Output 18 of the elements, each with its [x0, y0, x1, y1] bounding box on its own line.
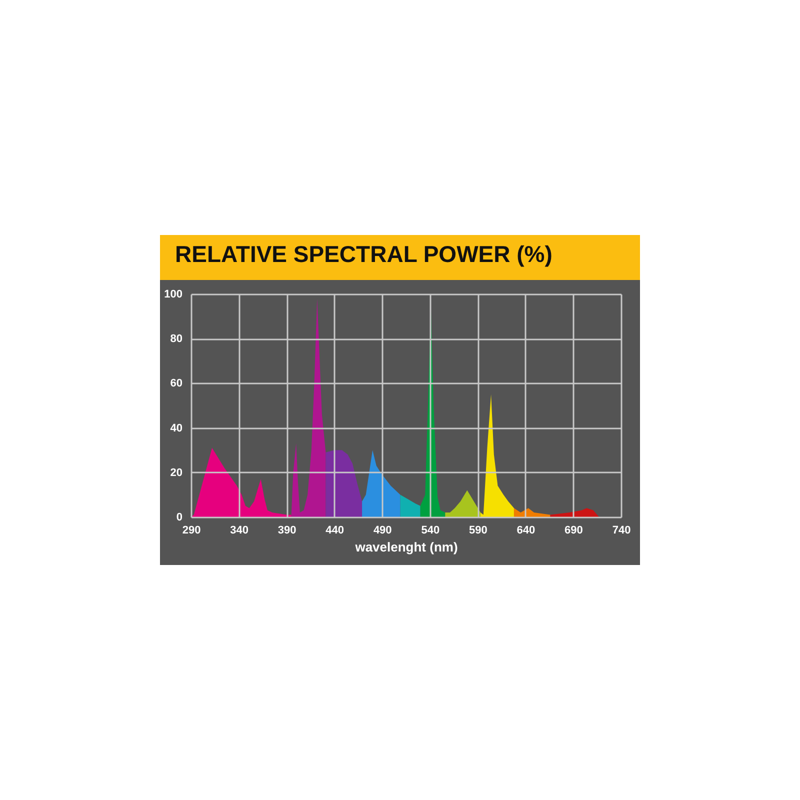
x-axis-title: wavelenght (nm)	[354, 540, 458, 554]
y-tick-label: 20	[170, 466, 182, 479]
y-tick-label: 40	[170, 422, 182, 434]
x-tick-label: 540	[421, 524, 440, 536]
y-tick-label: 80	[170, 333, 182, 346]
y-tick-label: 60	[170, 378, 182, 390]
x-tick-label: 690	[564, 524, 583, 536]
x-tick-label: 740	[612, 524, 631, 536]
chart-title: RELATIVE SPECTRAL POWER (%)	[175, 241, 552, 267]
x-tick-label: 640	[516, 524, 536, 536]
x-tick-label: 440	[326, 524, 344, 536]
x-tick-label: 290	[182, 524, 201, 536]
x-tick-label: 590	[468, 524, 488, 536]
x-tick-label: 490	[373, 524, 392, 536]
y-tick-label: 0	[176, 512, 182, 524]
y-tick-label: 100	[164, 288, 182, 300]
x-tick-label: 390	[278, 524, 296, 536]
x-tick-label: 340	[230, 524, 248, 536]
